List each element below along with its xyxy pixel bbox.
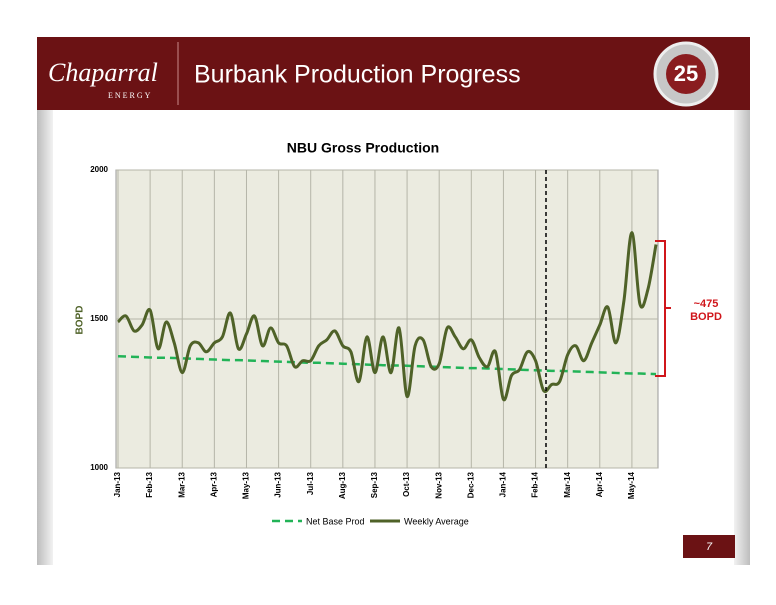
page-number: 7: [706, 541, 713, 553]
slide-title: Burbank Production Progress: [194, 61, 521, 89]
x-tick-label: Jan-13: [113, 471, 122, 497]
annotation: BOPD: [690, 311, 722, 323]
x-tick-label: Aug-13: [338, 471, 347, 499]
x-tick-label: Oct-13: [402, 471, 411, 496]
x-tick-label: Sep-13: [370, 471, 379, 498]
legend-label: Weekly Average: [404, 516, 469, 526]
badge-text: 25: [674, 61, 698, 86]
x-tick-label: Feb-14: [531, 471, 540, 497]
series-line: [116, 231, 658, 402]
x-tick-label: Mar-13: [177, 471, 186, 497]
x-tick-label: May-13: [242, 471, 251, 499]
y-tick-label: 1500: [90, 314, 108, 323]
chart-title: NBU Gross Production: [287, 140, 439, 156]
page-number-box: [683, 535, 735, 558]
x-tick-label: Mar-14: [563, 471, 572, 497]
header-band: [37, 37, 750, 110]
badge-inner: [666, 54, 706, 94]
x-tick-label: Jan-14: [499, 471, 508, 497]
frame-left: [37, 37, 53, 565]
x-tick-label: May-14: [627, 471, 636, 499]
series-line: [117, 355, 657, 376]
y-tick-label: 1000: [90, 463, 108, 472]
legend-label: Net Base Prod: [306, 516, 365, 526]
bracket: [655, 240, 671, 377]
x-tick-label: Jul-13: [306, 471, 315, 495]
x-tick-label: Feb-13: [145, 471, 154, 497]
frame-right: [734, 37, 750, 565]
logo: Chaparral: [48, 58, 158, 87]
y-axis-label: BOPD: [75, 306, 86, 335]
x-tick-label: Jun-13: [274, 471, 283, 497]
y-tick-label: 2000: [90, 165, 108, 174]
annotation: ~475: [694, 298, 719, 310]
x-tick-label: Dec-13: [466, 471, 475, 498]
x-tick-label: Apr-13: [209, 471, 218, 497]
x-tick-label: Apr-14: [595, 471, 604, 497]
logo-sub: ENERGY: [108, 91, 152, 100]
x-tick-label: Nov-13: [434, 471, 443, 498]
